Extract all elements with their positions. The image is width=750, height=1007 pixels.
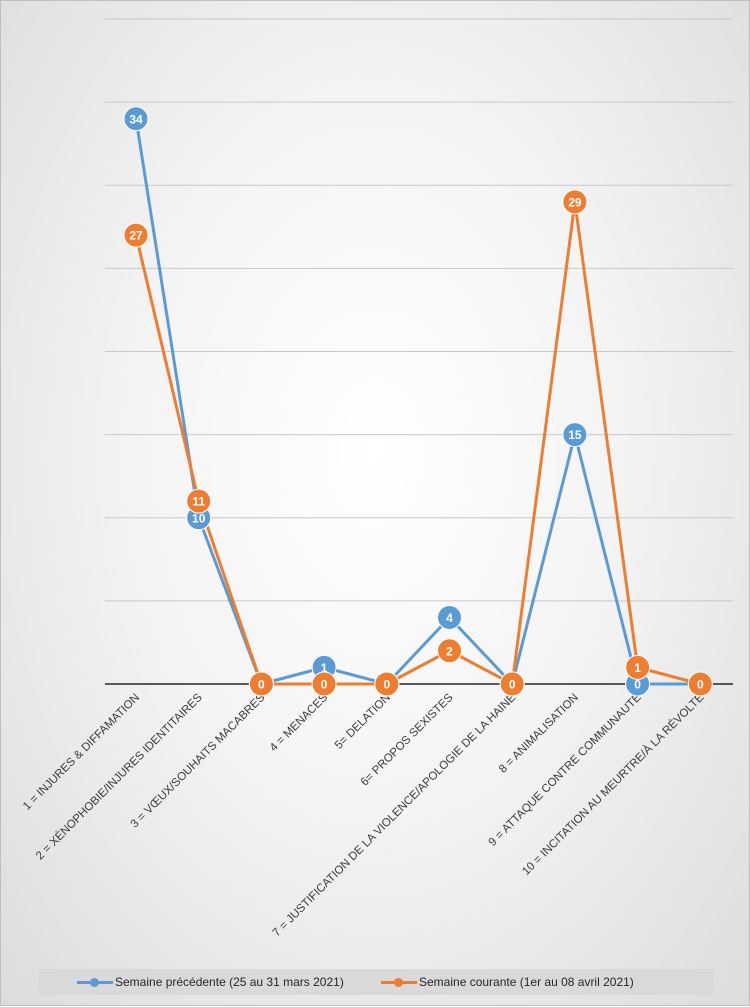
data-label: 1 xyxy=(634,661,641,675)
data-point xyxy=(625,654,651,680)
data-label: 1 xyxy=(321,661,328,675)
data-point xyxy=(311,671,337,697)
data-label: 0 xyxy=(697,678,704,692)
series-line-0 xyxy=(134,118,701,686)
data-markers: 34100104015002711000202910 xyxy=(123,106,713,697)
legend-swatch-orange xyxy=(381,976,417,988)
x-tick-label: 3 = VŒUX/SOUHAITS MACABRES xyxy=(129,691,268,830)
data-label: 4 xyxy=(446,611,453,625)
data-point xyxy=(186,488,212,514)
data-point xyxy=(562,422,588,448)
data-label: 11 xyxy=(192,495,205,509)
data-label: 0 xyxy=(383,678,390,692)
data-point xyxy=(437,638,462,664)
x-tick-label: 1 = INJURES & DIFFAMATION xyxy=(21,692,142,813)
data-point xyxy=(123,222,149,248)
data-label: 0 xyxy=(258,678,265,692)
x-tick-label: 7 = JUSTIFICATION DE LA VIOLENCE/APOLOGI… xyxy=(271,691,519,939)
data-label: 34 xyxy=(129,112,143,126)
x-tick-label: 5= DELATION xyxy=(333,692,393,752)
data-label: 0 xyxy=(321,678,328,692)
legend: Semaine précédente (25 au 31 mars 2021) … xyxy=(39,969,713,995)
data-point xyxy=(248,671,274,697)
data-label: 0 xyxy=(634,678,641,692)
data-point xyxy=(374,671,400,697)
data-point xyxy=(687,671,713,697)
legend-label-previous-week: Semaine précédente (25 au 31 mars 2021) xyxy=(115,975,344,989)
data-point xyxy=(123,106,149,132)
legend-swatch-blue xyxy=(77,976,113,988)
data-label: 10 xyxy=(192,511,206,525)
data-point xyxy=(562,189,588,215)
legend-entry-current-week: Semaine courante (1er au 08 avril 2021) xyxy=(381,975,634,989)
data-label: 2 xyxy=(446,644,453,658)
legend-entry-previous-week: Semaine précédente (25 au 31 mars 2021) xyxy=(77,975,344,989)
legend-label-current-week: Semaine courante (1er au 08 avril 2021) xyxy=(419,975,634,989)
data-label: 27 xyxy=(129,229,143,243)
gridlines xyxy=(105,18,733,685)
series-lines xyxy=(134,118,701,686)
data-point xyxy=(437,605,462,630)
x-tick-label: 4 = MENACES xyxy=(268,691,331,754)
series-line-1 xyxy=(134,200,701,686)
data-label: 0 xyxy=(509,678,516,692)
data-label: 29 xyxy=(568,195,582,209)
data-label: 15 xyxy=(568,428,582,442)
data-point xyxy=(499,671,525,697)
